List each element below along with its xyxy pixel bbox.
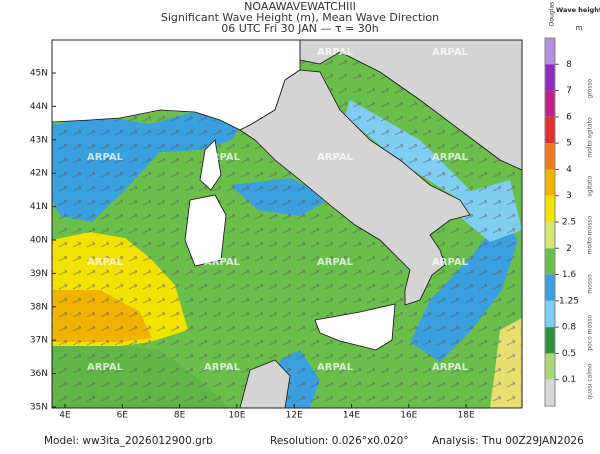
watermark: ARPAL bbox=[317, 257, 354, 268]
lat-label: 41N bbox=[30, 202, 48, 212]
italy bbox=[239, 69, 471, 306]
watermark: ARPAL bbox=[87, 47, 124, 58]
colorbar-segment bbox=[545, 195, 555, 222]
footer-resolution: Resolution: 0.026°x0.020° bbox=[270, 435, 409, 447]
sardinia bbox=[184, 194, 227, 267]
colorbar-label: 0.5 bbox=[562, 349, 576, 359]
colorbar: 8 7 6 5 4 3 2.5 2 1.6 1.25 0.8 0.5 0.1 grosso molto ag… bbox=[544, 37, 594, 407]
lon-label: 10E bbox=[228, 411, 245, 421]
lon-label: 12E bbox=[286, 411, 303, 421]
lat-label: 45N bbox=[30, 69, 48, 79]
lat-label: 42N bbox=[30, 169, 48, 179]
map-frame bbox=[51, 39, 523, 409]
sea-state: quasi calmo bbox=[587, 363, 594, 399]
colorbar-segment bbox=[545, 143, 555, 170]
map-area bbox=[52, 40, 522, 408]
lon-label: 14E bbox=[343, 411, 360, 421]
colorbar-segment bbox=[545, 300, 555, 328]
tunisia bbox=[239, 359, 291, 408]
colorbar-segment bbox=[545, 116, 555, 144]
watermarks: ARPAL ARPAL ARPAL ARPAL ARPAL ARPAL ARPAL ARPAL… bbox=[87, 47, 469, 373]
balkans bbox=[299, 40, 522, 171]
watermark: ARPAL bbox=[432, 362, 469, 373]
lon-label: 4E bbox=[59, 411, 71, 421]
colorbar-label: 0.1 bbox=[562, 375, 576, 385]
watermark: ARPAL bbox=[432, 152, 469, 163]
sea-state: poco mosso bbox=[587, 315, 594, 351]
colorbar-segment bbox=[545, 327, 555, 354]
watermark: ARPAL bbox=[87, 152, 124, 163]
lat-label: 40N bbox=[30, 236, 48, 246]
watermark: ARPAL bbox=[204, 362, 241, 373]
sea-state: mosso bbox=[587, 274, 594, 294]
watermark: ARPAL bbox=[432, 257, 469, 268]
land bbox=[52, 40, 522, 408]
colorbar-segment bbox=[545, 90, 555, 117]
colorbar-label: 8 bbox=[566, 60, 572, 70]
sea-state: molto agitato bbox=[587, 117, 594, 158]
lat-label: 38N bbox=[30, 302, 48, 312]
watermark: ARPAL bbox=[317, 47, 354, 58]
lat-label: 44N bbox=[30, 102, 48, 112]
lat-label: 36N bbox=[30, 369, 48, 379]
colorbar-segment bbox=[545, 248, 555, 275]
colorbar-segment bbox=[545, 222, 555, 249]
colorbar-label: 1.25 bbox=[559, 296, 579, 306]
colorbar-label: 4 bbox=[566, 165, 572, 175]
colorbar-segment bbox=[545, 38, 555, 65]
watermark: ARPAL bbox=[204, 257, 241, 268]
subtitle: Significant Wave Height (m), Mean Wave D… bbox=[161, 11, 439, 24]
colorbar-label: 0.8 bbox=[562, 323, 577, 333]
footer-analysis: Analysis: Thu 00Z29JAN2026 bbox=[432, 435, 584, 447]
lon-label: 16E bbox=[400, 411, 417, 421]
watermark: ARPAL bbox=[204, 152, 241, 163]
legend-unit: m bbox=[576, 24, 583, 32]
watermark: ARPAL bbox=[204, 47, 241, 58]
colorbar-label: 5 bbox=[566, 139, 572, 149]
colorbar-label: 2 bbox=[566, 244, 572, 254]
sicily bbox=[314, 303, 396, 351]
lon-label: 8E bbox=[174, 411, 186, 421]
colorbar-label: 3 bbox=[566, 191, 572, 201]
colorbar-segment bbox=[545, 353, 555, 380]
colorbar-label: 2.5 bbox=[562, 218, 576, 228]
lat-label: 37N bbox=[30, 336, 48, 346]
lon-label: 18E bbox=[458, 411, 475, 421]
lat-label: 35N bbox=[30, 403, 48, 413]
watermark: ARPAL bbox=[317, 362, 354, 373]
sea-state: agitato bbox=[587, 175, 594, 197]
colorbar-label: 6 bbox=[566, 112, 572, 122]
lat-label: 39N bbox=[30, 269, 48, 279]
lat-label: 43N bbox=[30, 135, 48, 145]
sea-state: grosso bbox=[587, 79, 594, 99]
watermark: ARPAL bbox=[87, 362, 124, 373]
colorbar-segment bbox=[545, 169, 555, 196]
colorbar-segment bbox=[545, 274, 555, 301]
watermark: ARPAL bbox=[317, 152, 354, 163]
colorbar-label: 7 bbox=[566, 86, 572, 96]
legend-title: Wave height bbox=[556, 6, 600, 14]
colorbar-segment bbox=[545, 379, 555, 406]
corsica bbox=[199, 139, 222, 191]
colorbar-label: 1.6 bbox=[562, 270, 577, 280]
watermark: ARPAL bbox=[87, 257, 124, 268]
watermark: ARPAL bbox=[432, 47, 469, 58]
title: NOAAWAVEWATCHIII bbox=[244, 0, 356, 13]
map-ticks: 45N 44N 43N 42N 41N 40N 39N 38N 37N 36N 35N 4E 6E 8E 1… bbox=[30, 69, 475, 421]
lon-label: 6E bbox=[117, 411, 129, 421]
scale-name: Douglas bbox=[549, 2, 556, 26]
run-info: 06 UTC Fri 30 JAN — τ = 30h bbox=[221, 22, 379, 35]
colorbar-segment bbox=[545, 64, 555, 91]
footer-model: Model: ww3ita_2026012900.grb bbox=[44, 435, 213, 447]
sea-state: molto mosso bbox=[587, 216, 594, 255]
